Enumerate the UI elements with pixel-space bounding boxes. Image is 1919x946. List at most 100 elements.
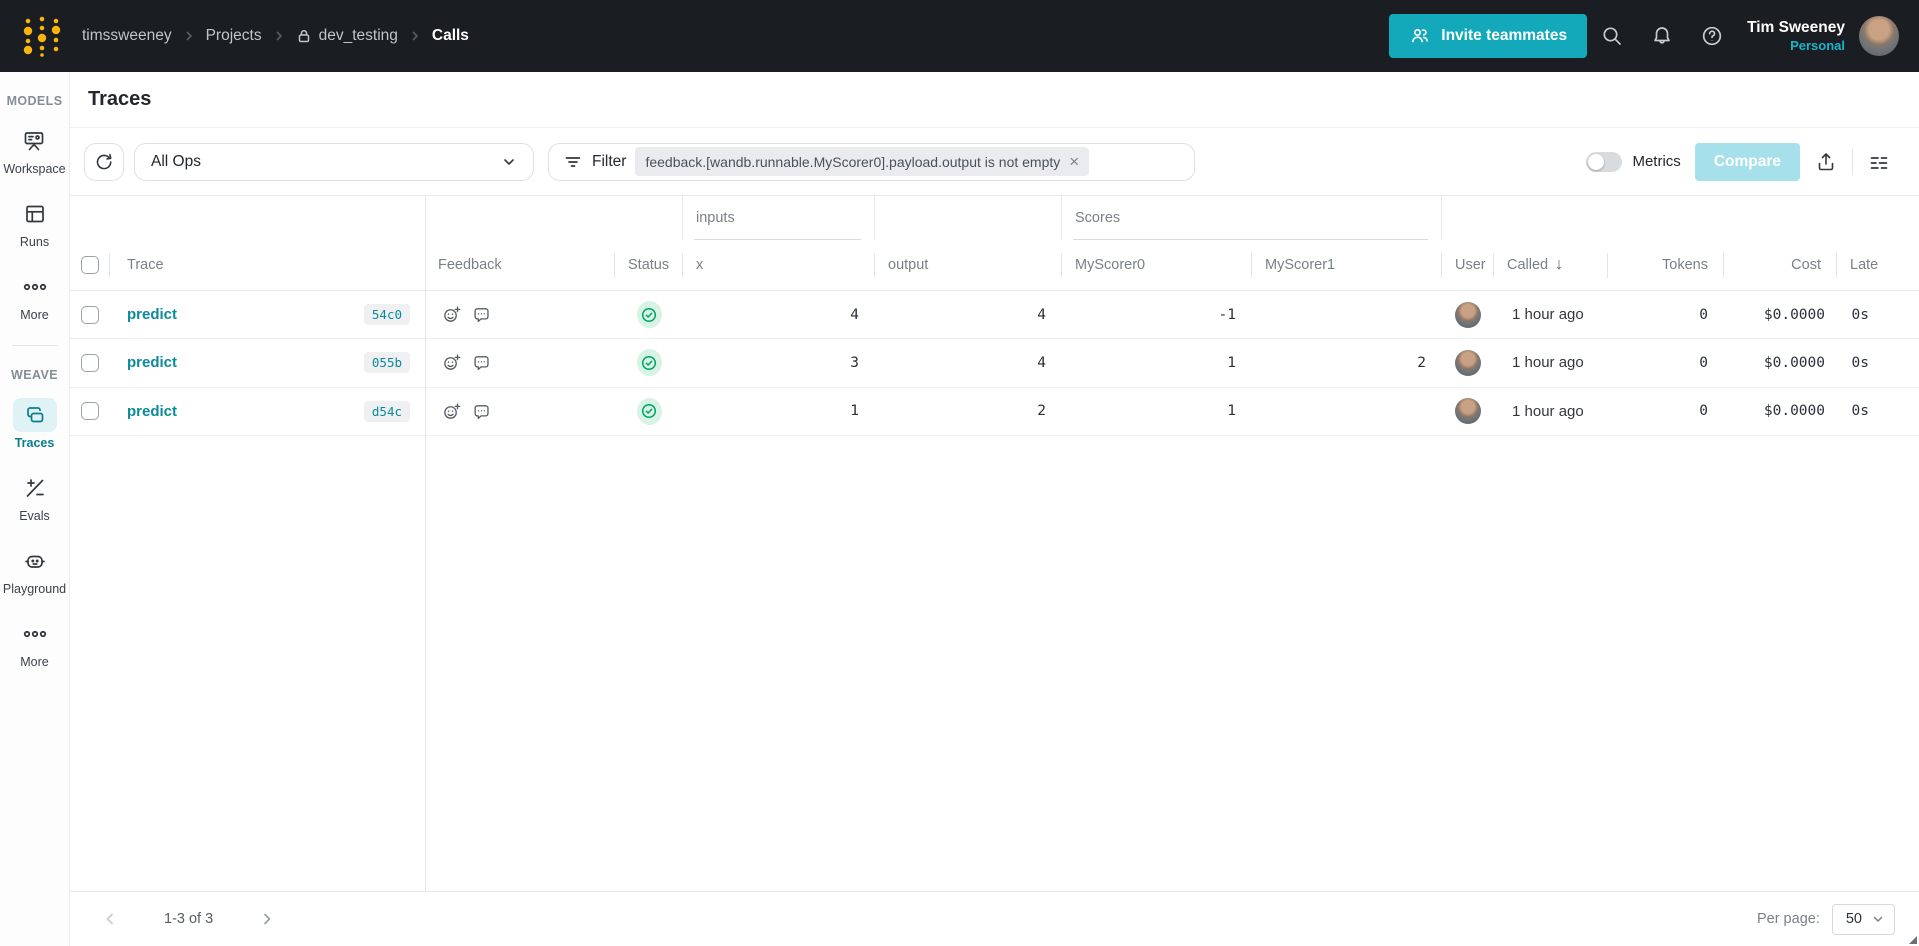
filter-label: Filter [592, 152, 627, 170]
column-header-status[interactable]: Status [615, 240, 683, 290]
column-header-called[interactable]: Called ↓ [1494, 240, 1608, 290]
breadcrumb-projects[interactable]: Projects [205, 27, 262, 44]
row-checkbox[interactable] [81, 402, 99, 421]
filter-chip[interactable]: feedback.[wandb.runnable.MyScorer0].payl… [635, 147, 1090, 176]
trace-id-badge[interactable]: d54c [363, 400, 410, 422]
row-checkbox[interactable] [81, 305, 99, 324]
filter-icon [563, 152, 583, 172]
toolbar-divider [1852, 148, 1853, 175]
cell-myscorer0: -1 [1218, 306, 1236, 323]
column-header-feedback[interactable]: Feedback [425, 240, 615, 290]
cell-myscorer1: 2 [1417, 354, 1426, 371]
cell-tokens: 0 [1699, 306, 1708, 323]
sidebar-item-traces[interactable]: Traces [12, 398, 57, 450]
add-reaction-icon[interactable] [442, 402, 461, 421]
cell-myscorer1 [1252, 291, 1442, 338]
playground-icon [13, 544, 57, 578]
comment-icon[interactable] [472, 402, 491, 421]
column-group-header-row: inputs Scores [70, 196, 1919, 240]
user-scope: Personal [1790, 37, 1845, 53]
sidebar-item-playground[interactable]: Playground [3, 544, 66, 596]
breadcrumb-account[interactable]: timssweeney [82, 27, 172, 44]
per-page-value: 50 [1845, 911, 1862, 927]
table-row[interactable]: predict d54c [70, 388, 1919, 436]
comment-icon[interactable] [472, 353, 491, 372]
cell-latency: 0s [1851, 354, 1869, 371]
breadcrumb-project[interactable]: dev_testing [296, 27, 398, 45]
column-settings-icon [1868, 151, 1890, 173]
trace-link[interactable]: predict [127, 402, 178, 420]
cell-output: 4 [1037, 306, 1046, 323]
table-empty-area [70, 436, 1919, 891]
ellipsis-icon [13, 270, 57, 304]
row-user-avatar [1455, 301, 1481, 328]
compare-button[interactable]: Compare [1694, 142, 1800, 181]
column-header-x[interactable]: x [683, 240, 875, 290]
column-group-inputs: inputs [683, 196, 875, 240]
workspace-icon [12, 124, 56, 158]
notifications-bell-icon[interactable] [1650, 24, 1674, 48]
cell-tokens: 0 [1699, 354, 1708, 371]
ellipsis-icon [13, 617, 57, 651]
table-row[interactable]: predict 54c0 [70, 291, 1919, 340]
resize-grip[interactable] [1909, 936, 1917, 944]
column-header-trace[interactable]: Trace [127, 257, 164, 273]
cell-x: 3 [850, 354, 859, 371]
chevron-down-icon [1872, 913, 1884, 925]
column-header-user[interactable]: User [1442, 240, 1494, 290]
table-row[interactable]: predict 055b [70, 339, 1919, 388]
main-content: Traces All Ops Filter [70, 72, 1919, 946]
column-header-cost[interactable]: Cost [1724, 240, 1837, 290]
add-reaction-icon[interactable] [442, 353, 461, 372]
cell-tokens: 0 [1699, 403, 1708, 420]
sidebar-item-evals[interactable]: Evals [13, 471, 57, 523]
column-header-output[interactable]: output [875, 240, 1062, 290]
invite-teammates-button[interactable]: Invite teammates [1389, 14, 1588, 58]
wandb-logo-icon[interactable] [20, 14, 64, 58]
search-icon[interactable] [1600, 24, 1624, 48]
trace-link[interactable]: predict [127, 306, 178, 324]
filter-button[interactable]: Filter feedback.[wandb.runnable.MyScorer… [548, 142, 1195, 181]
sort-desc-icon[interactable]: ↓ [1555, 256, 1564, 273]
sidebar-item-runs[interactable]: Runs [13, 197, 57, 249]
user-menu[interactable]: Tim Sweeney Personal [1747, 18, 1845, 54]
calls-table: inputs Scores Trace Feedback Status x ou… [70, 196, 1919, 891]
metrics-toggle[interactable] [1586, 151, 1623, 172]
column-header-myscorer0[interactable]: MyScorer0 [1062, 240, 1252, 290]
sidebar-section-weave: WEAVE [11, 368, 58, 382]
column-header-tokens[interactable]: Tokens [1608, 240, 1724, 290]
column-header-myscorer1[interactable]: MyScorer1 [1252, 240, 1442, 290]
cell-called: 1 hour ago [1512, 306, 1584, 324]
cell-cost: $0.0000 [1763, 306, 1825, 323]
column-header-latency[interactable]: Late [1850, 257, 1879, 273]
next-page-button[interactable] [255, 907, 279, 931]
help-icon[interactable] [1700, 24, 1724, 48]
prev-page-button[interactable] [98, 907, 122, 931]
cell-myscorer1 [1252, 388, 1442, 435]
trace-link[interactable]: predict [127, 354, 178, 372]
column-group-scores: Scores [1062, 196, 1442, 240]
export-button[interactable] [1815, 151, 1837, 173]
trace-id-badge[interactable]: 54c0 [363, 304, 410, 326]
sidebar-section-models: MODELS [6, 94, 63, 108]
select-all-checkbox[interactable] [81, 256, 99, 274]
user-avatar[interactable] [1859, 16, 1899, 56]
ops-select[interactable]: All Ops [134, 142, 534, 181]
add-reaction-icon[interactable] [442, 305, 461, 324]
sidebar-item-more-weave[interactable]: More [13, 617, 57, 669]
breadcrumb-calls[interactable]: Calls [431, 27, 469, 44]
lock-icon [296, 28, 312, 44]
chevron-right-icon [183, 30, 195, 42]
per-page-select[interactable]: 50 [1831, 903, 1895, 935]
sidebar-item-more-models[interactable]: More [13, 270, 57, 322]
column-settings-button[interactable] [1868, 151, 1890, 173]
sidebar-divider [11, 345, 58, 346]
evals-icon [13, 471, 57, 505]
cell-called: 1 hour ago [1512, 402, 1584, 420]
comment-icon[interactable] [472, 305, 491, 324]
close-icon[interactable]: × [1069, 152, 1080, 171]
refresh-button[interactable] [84, 142, 124, 181]
row-checkbox[interactable] [81, 353, 99, 372]
sidebar-item-workspace[interactable]: Workspace [3, 124, 66, 176]
trace-id-badge[interactable]: 055b [363, 352, 410, 374]
